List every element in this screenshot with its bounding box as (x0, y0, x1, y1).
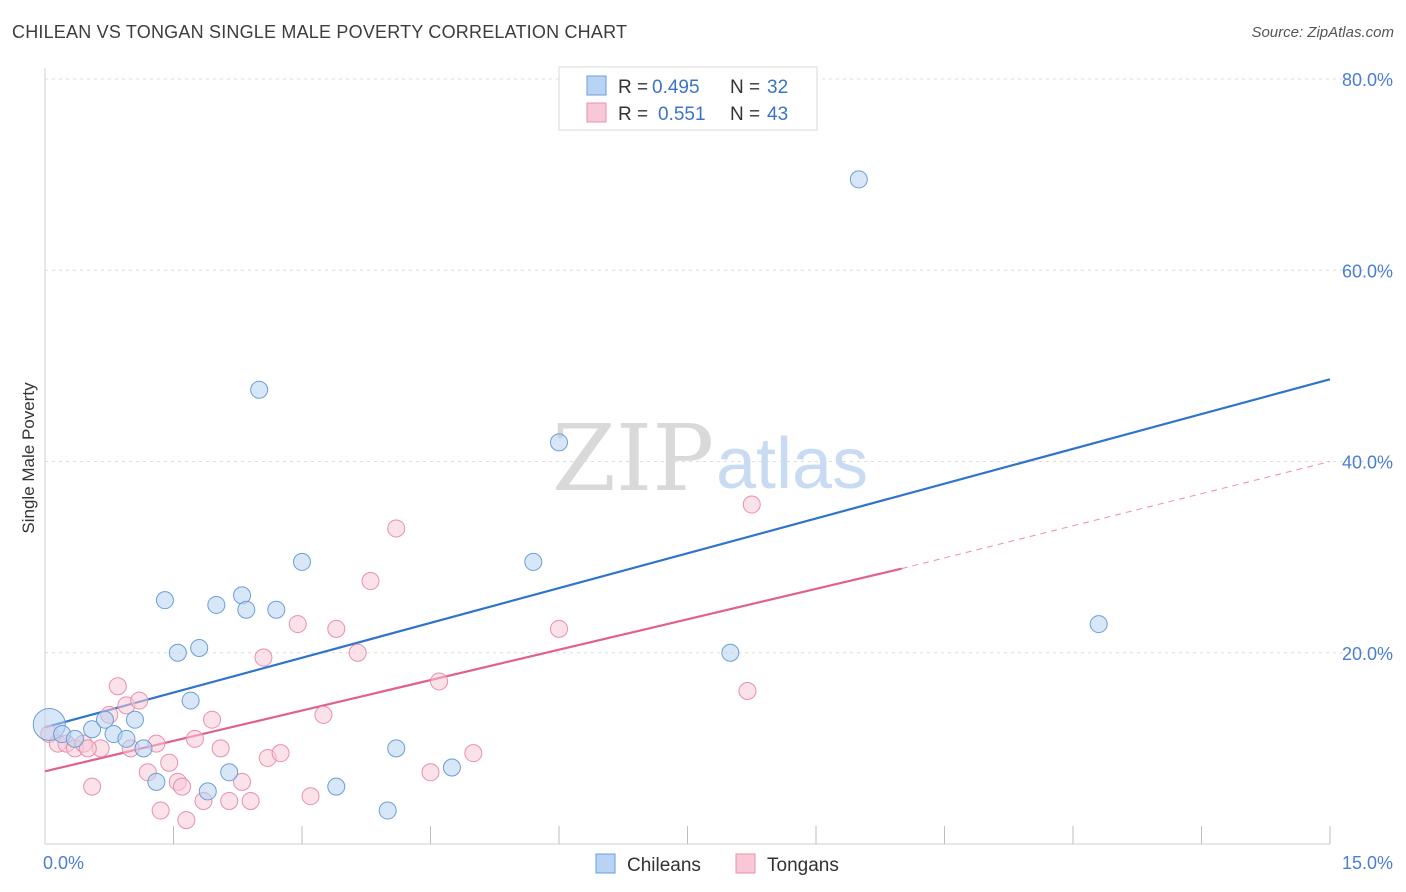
point-chileans (83, 720, 102, 739)
point-chileans (550, 433, 568, 452)
y-axis-label: Single Male Poverty (19, 382, 38, 534)
point-tongans (233, 772, 252, 791)
legend-swatch-chileans (586, 75, 607, 96)
x-tick-labels: 0.0% 15.0% (43, 853, 1393, 873)
point-chileans (237, 600, 256, 619)
y-tick-labels: 20.0% 40.0% 60.0% 80.0% (1342, 70, 1393, 664)
point-tongans (421, 763, 440, 782)
point-chileans (293, 552, 311, 571)
legend-swatch-tongans (586, 102, 607, 123)
point-chileans (95, 710, 114, 729)
chart-title: CHILEAN VS TONGAN SINGLE MALE POVERTY CO… (12, 22, 628, 42)
point-chileans (198, 782, 217, 801)
trendline-chileans (44, 378, 1331, 729)
legend-r-label: R = (618, 104, 648, 125)
legend: R = 0.495 N = 32 R = 0.551 N = 43 (558, 66, 818, 131)
point-tongans (361, 572, 380, 591)
point-tongans (254, 648, 273, 667)
point-tongans (130, 691, 149, 710)
point-tongans (288, 615, 307, 634)
point-tongans (203, 710, 222, 729)
watermark: ZIP atlas (552, 405, 868, 512)
y-tick-label: 40.0% (1342, 453, 1393, 473)
point-tongans (301, 787, 320, 806)
bottom-legend-label-tongans: Tongans (767, 855, 839, 876)
point-chileans (442, 758, 461, 777)
point-tongans (314, 705, 333, 724)
point-chileans (1089, 615, 1108, 634)
x-tick-label: 15.0% (1342, 853, 1393, 873)
source-label: Source: ZipAtlas.com (1251, 24, 1394, 41)
point-tongans (177, 811, 196, 830)
y-tick-label: 20.0% (1342, 644, 1393, 664)
point-tongans (241, 791, 260, 810)
watermark-zip: ZIP (552, 405, 714, 512)
point-chileans (147, 772, 166, 791)
point-tongans (185, 729, 204, 748)
y-tick-label: 80.0% (1342, 70, 1393, 90)
point-chileans (134, 739, 153, 758)
point-chileans (181, 691, 200, 710)
point-tongans (108, 677, 127, 696)
trendline-tongans-extension (901, 461, 1331, 570)
point-tongans (327, 619, 346, 638)
point-chileans (168, 643, 187, 662)
bottom-legend-swatch-chileans (595, 853, 616, 874)
point-chileans (378, 801, 397, 820)
point-tongans (173, 777, 192, 796)
point-tongans (160, 753, 179, 772)
legend-r-label: R = (618, 77, 648, 98)
point-tongans (550, 619, 568, 638)
point-chileans (250, 380, 269, 399)
legend-n-value: 43 (767, 104, 788, 125)
x-ticks (173, 826, 1331, 844)
bottom-legend-label-chileans: Chileans (627, 855, 701, 876)
data-points (32, 170, 1108, 830)
legend-n-label: N = (730, 104, 760, 125)
point-chileans (849, 170, 868, 189)
point-tongans (220, 791, 239, 810)
point-chileans (721, 643, 740, 662)
point-chileans (387, 739, 406, 758)
point-tongans (83, 777, 102, 796)
point-tongans (464, 744, 483, 763)
point-chileans (155, 591, 174, 610)
point-chileans (327, 777, 346, 796)
watermark-atlas: atlas (716, 424, 868, 504)
point-chileans (65, 729, 84, 748)
point-chileans (125, 710, 144, 729)
gridlines (45, 78, 1392, 654)
point-chileans (267, 600, 286, 619)
point-tongans (211, 739, 230, 758)
x-tick-label: 0.0% (43, 853, 84, 873)
point-tongans (271, 744, 290, 763)
point-chileans (190, 638, 209, 657)
legend-r-value: 0.551 (658, 104, 706, 125)
point-tongans (738, 682, 757, 700)
bottom-legend: Chileans Tongans (595, 853, 839, 876)
point-tongans (348, 643, 367, 662)
legend-n-value: 32 (767, 77, 788, 98)
point-tongans (78, 739, 97, 758)
bottom-legend-swatch-tongans (735, 853, 756, 874)
point-tongans (387, 519, 406, 538)
legend-r-value: 0.495 (652, 77, 700, 98)
point-chileans (117, 729, 136, 748)
point-tongans (742, 495, 761, 514)
point-chileans (524, 552, 543, 571)
point-chileans (207, 595, 226, 614)
point-chileans (220, 763, 239, 782)
y-tick-label: 60.0% (1342, 261, 1393, 281)
point-tongans (151, 801, 170, 820)
legend-n-label: N = (730, 77, 760, 98)
point-tongans (430, 672, 449, 691)
